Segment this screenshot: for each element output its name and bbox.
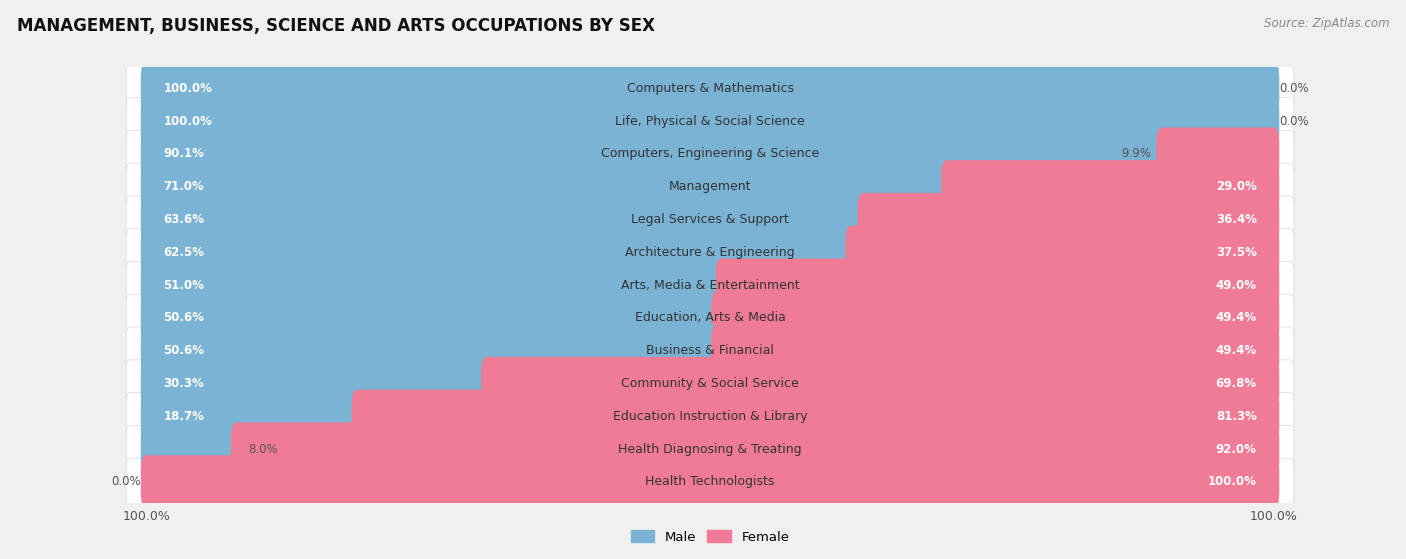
Text: 69.8%: 69.8% bbox=[1216, 377, 1257, 390]
FancyBboxPatch shape bbox=[141, 423, 242, 476]
FancyBboxPatch shape bbox=[127, 65, 1294, 112]
Text: Life, Physical & Social Science: Life, Physical & Social Science bbox=[616, 115, 804, 127]
Text: Health Technologists: Health Technologists bbox=[645, 475, 775, 489]
Text: 0.0%: 0.0% bbox=[111, 475, 141, 489]
FancyBboxPatch shape bbox=[141, 127, 1167, 181]
Text: 62.5%: 62.5% bbox=[163, 246, 204, 259]
FancyBboxPatch shape bbox=[127, 98, 1294, 145]
Text: Business & Financial: Business & Financial bbox=[647, 344, 773, 357]
FancyBboxPatch shape bbox=[127, 262, 1294, 309]
Text: Arts, Media & Entertainment: Arts, Media & Entertainment bbox=[620, 278, 800, 292]
Text: 100.0%: 100.0% bbox=[163, 82, 212, 95]
Text: Source: ZipAtlas.com: Source: ZipAtlas.com bbox=[1264, 17, 1389, 30]
FancyBboxPatch shape bbox=[941, 160, 1279, 214]
Text: 29.0%: 29.0% bbox=[1216, 180, 1257, 193]
FancyBboxPatch shape bbox=[127, 392, 1294, 440]
FancyBboxPatch shape bbox=[141, 390, 363, 443]
Text: 63.6%: 63.6% bbox=[163, 213, 204, 226]
FancyBboxPatch shape bbox=[127, 360, 1294, 407]
FancyBboxPatch shape bbox=[858, 193, 1279, 246]
Text: 0.0%: 0.0% bbox=[1279, 115, 1309, 127]
FancyBboxPatch shape bbox=[352, 390, 1279, 443]
Text: 92.0%: 92.0% bbox=[1216, 443, 1257, 456]
Text: 90.1%: 90.1% bbox=[163, 148, 204, 160]
Text: 100.0%: 100.0% bbox=[1208, 475, 1257, 489]
FancyBboxPatch shape bbox=[127, 229, 1294, 276]
FancyBboxPatch shape bbox=[845, 226, 1279, 279]
Text: 8.0%: 8.0% bbox=[247, 443, 277, 456]
Text: 49.4%: 49.4% bbox=[1216, 311, 1257, 324]
FancyBboxPatch shape bbox=[141, 324, 723, 377]
FancyBboxPatch shape bbox=[141, 258, 727, 312]
Text: Legal Services & Support: Legal Services & Support bbox=[631, 213, 789, 226]
Text: Computers & Mathematics: Computers & Mathematics bbox=[627, 82, 793, 95]
Text: 50.6%: 50.6% bbox=[163, 311, 204, 324]
FancyBboxPatch shape bbox=[141, 455, 1279, 508]
FancyBboxPatch shape bbox=[711, 324, 1279, 377]
Text: 30.3%: 30.3% bbox=[163, 377, 204, 390]
Legend: Male, Female: Male, Female bbox=[626, 525, 794, 549]
FancyBboxPatch shape bbox=[141, 226, 856, 279]
Text: 9.9%: 9.9% bbox=[1121, 148, 1150, 160]
FancyBboxPatch shape bbox=[711, 291, 1279, 344]
FancyBboxPatch shape bbox=[127, 130, 1294, 178]
Text: Computers, Engineering & Science: Computers, Engineering & Science bbox=[600, 148, 820, 160]
FancyBboxPatch shape bbox=[1156, 127, 1279, 181]
FancyBboxPatch shape bbox=[127, 458, 1294, 505]
FancyBboxPatch shape bbox=[231, 423, 1279, 476]
FancyBboxPatch shape bbox=[127, 425, 1294, 472]
FancyBboxPatch shape bbox=[141, 160, 952, 214]
Text: 50.6%: 50.6% bbox=[163, 344, 204, 357]
Text: 71.0%: 71.0% bbox=[163, 180, 204, 193]
FancyBboxPatch shape bbox=[141, 291, 723, 344]
Text: Management: Management bbox=[669, 180, 751, 193]
Text: 51.0%: 51.0% bbox=[163, 278, 204, 292]
Text: 36.4%: 36.4% bbox=[1216, 213, 1257, 226]
Text: Health Diagnosing & Treating: Health Diagnosing & Treating bbox=[619, 443, 801, 456]
FancyBboxPatch shape bbox=[141, 94, 1279, 148]
Text: MANAGEMENT, BUSINESS, SCIENCE AND ARTS OCCUPATIONS BY SEX: MANAGEMENT, BUSINESS, SCIENCE AND ARTS O… bbox=[17, 17, 655, 35]
Text: 18.7%: 18.7% bbox=[163, 410, 204, 423]
FancyBboxPatch shape bbox=[481, 357, 1279, 410]
FancyBboxPatch shape bbox=[127, 196, 1294, 243]
Text: 100.0%: 100.0% bbox=[163, 115, 212, 127]
FancyBboxPatch shape bbox=[127, 294, 1294, 342]
FancyBboxPatch shape bbox=[127, 327, 1294, 375]
FancyBboxPatch shape bbox=[716, 258, 1279, 312]
Text: Education Instruction & Library: Education Instruction & Library bbox=[613, 410, 807, 423]
Text: Architecture & Engineering: Architecture & Engineering bbox=[626, 246, 794, 259]
Text: 49.4%: 49.4% bbox=[1216, 344, 1257, 357]
Text: Education, Arts & Media: Education, Arts & Media bbox=[634, 311, 786, 324]
FancyBboxPatch shape bbox=[141, 357, 494, 410]
FancyBboxPatch shape bbox=[141, 193, 869, 246]
Text: Community & Social Service: Community & Social Service bbox=[621, 377, 799, 390]
FancyBboxPatch shape bbox=[127, 163, 1294, 210]
Text: 49.0%: 49.0% bbox=[1216, 278, 1257, 292]
FancyBboxPatch shape bbox=[141, 62, 1279, 115]
Text: 0.0%: 0.0% bbox=[1279, 82, 1309, 95]
Text: 37.5%: 37.5% bbox=[1216, 246, 1257, 259]
Text: 81.3%: 81.3% bbox=[1216, 410, 1257, 423]
